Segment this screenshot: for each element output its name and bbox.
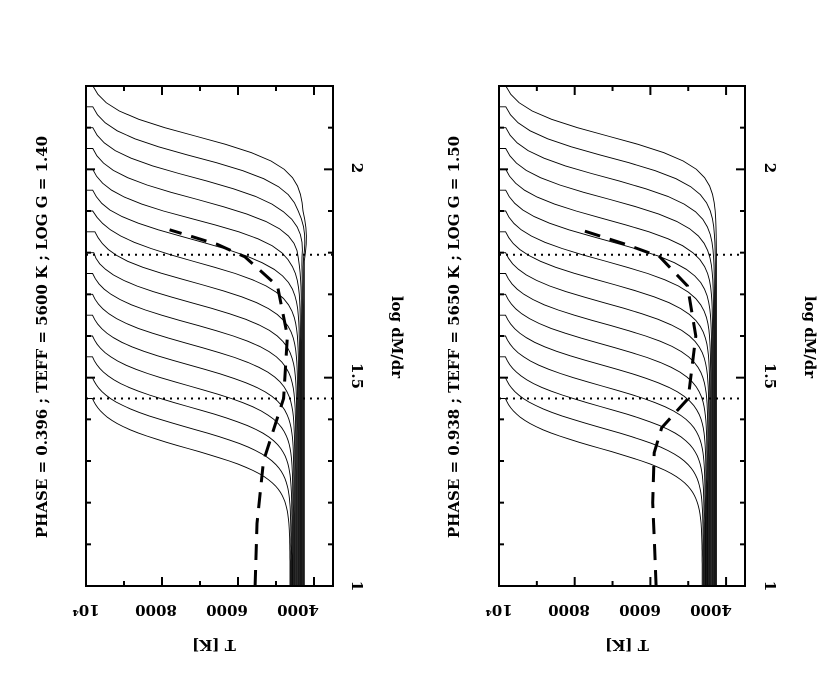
panel-2-ylabel: T [K] xyxy=(605,636,649,654)
panel-2-xtick-label-1.5: 1.5 xyxy=(761,363,779,389)
model-curve-15 xyxy=(499,377,704,586)
model-curve-12 xyxy=(499,314,707,586)
model-curve-13 xyxy=(499,335,706,586)
panel-2-xlabel: log dM/dr xyxy=(801,296,819,379)
model-curve-13 xyxy=(86,335,294,586)
panel-1-xtick-label-1.5: 1.5 xyxy=(348,363,366,389)
model-curve-16 xyxy=(86,398,291,586)
model-curve-6 xyxy=(499,189,713,586)
model-curve-7 xyxy=(86,210,300,586)
dashed-curve xyxy=(169,228,289,587)
panel-2-title: PHASE = 0.938 ; TEFF = 5650 K ; LOG G = … xyxy=(445,136,463,538)
model-curve-16 xyxy=(499,398,703,586)
panel-1: PHASE = 0.396 ; TEFF = 5600 K ; LOG G = … xyxy=(33,85,406,654)
model-curve-12 xyxy=(86,314,295,586)
model-curve-11 xyxy=(499,293,708,586)
panel-2-xtick-label-1: 1 xyxy=(761,581,779,591)
panel-2-ytick-label-10000: 10⁴ xyxy=(485,601,513,619)
model-curve-2 xyxy=(86,106,306,586)
model-curve-10 xyxy=(499,273,709,586)
model-curve-5 xyxy=(499,168,714,586)
model-curve-6 xyxy=(86,189,301,586)
model-curve-1 xyxy=(505,85,717,586)
model-curve-3 xyxy=(499,127,715,586)
panel-1-ytick-label-10000: 10⁴ xyxy=(72,601,100,619)
model-curve-1 xyxy=(92,85,307,586)
panel-1-plot xyxy=(85,85,334,587)
panel-2-ytick-label-8000: 8000 xyxy=(548,601,590,619)
panel-2: PHASE = 0.938 ; TEFF = 5650 K ; LOG G = … xyxy=(445,85,819,654)
model-curve-8 xyxy=(499,231,711,586)
dashed-curve xyxy=(579,228,698,587)
panel-2-ytick-label-4000: 4000 xyxy=(690,601,732,619)
panel-1-title: PHASE = 0.396 ; TEFF = 5600 K ; LOG G = … xyxy=(33,136,51,538)
panel-1-xtick-label-2: 2 xyxy=(348,163,366,173)
panel-2-plot xyxy=(498,85,746,587)
model-curve-5 xyxy=(86,168,301,586)
model-curve-4 xyxy=(499,148,715,586)
panel-1-xlabel: log dM/dr xyxy=(388,296,406,379)
panel-1-ytick-label-8000: 8000 xyxy=(135,601,177,619)
model-curve-3 xyxy=(86,127,303,586)
model-curve-10 xyxy=(86,273,297,586)
model-curve-9 xyxy=(499,252,710,586)
model-curve-11 xyxy=(86,293,296,586)
panel-1-ylabel: T [K] xyxy=(192,636,236,654)
model-curve-9 xyxy=(86,252,298,586)
model-curve-2 xyxy=(499,106,716,586)
panel-1-ytick-label-4000: 4000 xyxy=(277,601,319,619)
model-curve-14 xyxy=(86,356,293,586)
model-curve-15 xyxy=(86,377,292,586)
model-curve-8 xyxy=(86,231,299,586)
panel-2-xtick-label-2: 2 xyxy=(761,163,779,173)
panel-1-xtick-label-1: 1 xyxy=(348,581,366,591)
model-curve-7 xyxy=(499,210,712,586)
model-curve-4 xyxy=(86,148,302,586)
model-curve-14 xyxy=(499,356,705,586)
panel-1-ytick-label-6000: 6000 xyxy=(206,601,248,619)
panel-2-ytick-label-6000: 6000 xyxy=(619,601,661,619)
